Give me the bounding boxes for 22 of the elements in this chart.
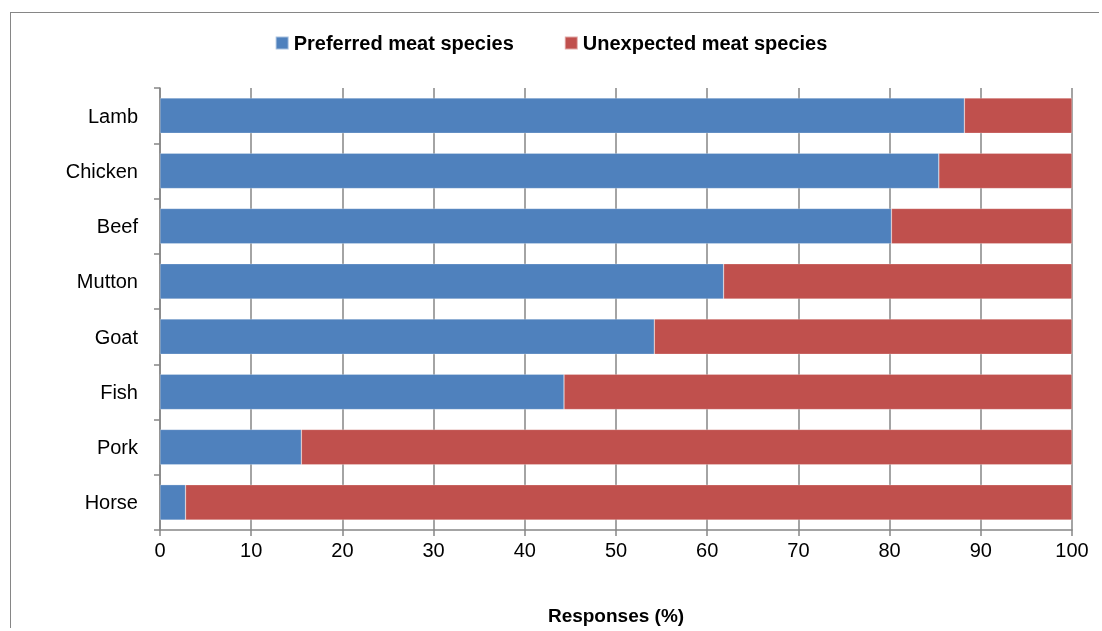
x-tick-label: 40: [513, 539, 536, 561]
y-tick-label: Mutton: [76, 270, 138, 293]
x-tick-label: 100: [1055, 539, 1089, 561]
x-tick-label: 70: [787, 539, 810, 561]
legend-label: Unexpected meat species: [582, 32, 828, 54]
x-tick-label: 20: [331, 539, 354, 561]
x-tick-label: 80: [878, 539, 901, 561]
y-tick-label: Pork: [96, 436, 139, 459]
x-tick-label: 90: [969, 539, 992, 561]
y-tick-label: Chicken: [65, 159, 138, 182]
y-tick-label: Beef: [96, 215, 139, 238]
y-tick-label: Fish: [100, 380, 138, 403]
x-tick-label: 50: [604, 539, 628, 561]
legend-label: Preferred meat species: [293, 32, 514, 54]
y-tick-label: Lamb: [87, 104, 138, 127]
x-tick-label: 0: [154, 539, 166, 561]
x-tick-label: 10: [240, 539, 263, 561]
x-tick-label: 60: [696, 539, 719, 561]
y-tick-label: Horse: [84, 491, 138, 514]
x-tick-label: 30: [422, 539, 445, 561]
y-tick-label: Goat: [94, 325, 139, 348]
x-axis-title: Responses (%): [547, 605, 685, 626]
